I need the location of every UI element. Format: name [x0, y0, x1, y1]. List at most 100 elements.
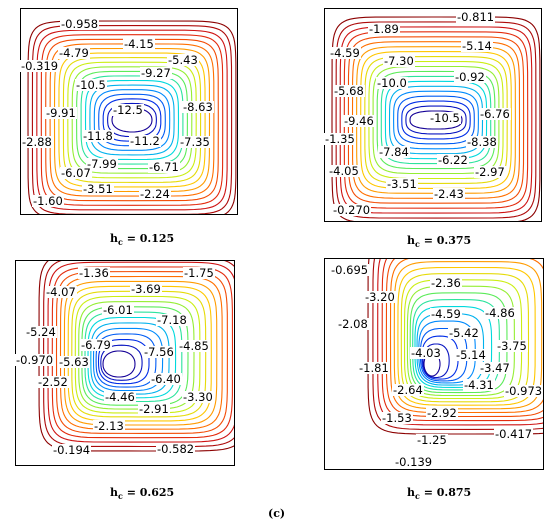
contour-label: -6.22	[437, 153, 469, 167]
contour-label: -4.46	[104, 390, 136, 404]
contour-label: -9.27	[140, 66, 172, 80]
contour-line	[38, 260, 235, 452]
contour-label: -8.38	[466, 135, 498, 149]
contour-label: -4.05	[328, 164, 360, 178]
contour-line	[31, 25, 233, 215]
contour-label: -0.194	[52, 443, 92, 457]
contour-line	[36, 29, 228, 211]
contour-label: -11.2	[129, 134, 161, 148]
contour-label: -4.07	[45, 285, 77, 299]
contour-label: -5.42	[448, 326, 480, 340]
contour-line	[372, 258, 544, 430]
contour-label: -1.89	[368, 22, 400, 36]
contour-label: -3.51	[82, 182, 114, 196]
contour-label: -0.270	[332, 203, 372, 217]
contour-label: -0.582	[156, 442, 196, 456]
figure-label: (c)	[268, 507, 286, 520]
contour-line	[100, 344, 143, 381]
contour-line	[71, 290, 207, 418]
contour-label: -5.24	[25, 325, 57, 339]
contour-label: -6.07	[60, 166, 92, 180]
contour-label: -0.973	[504, 384, 544, 398]
contour-label: -7.30	[383, 54, 415, 68]
contour-label: -0.319	[20, 59, 60, 73]
contour-label: -7.18	[156, 313, 188, 327]
contour-line	[385, 258, 544, 418]
contour-label: -1.25	[416, 433, 448, 447]
contour-line	[67, 285, 212, 422]
contour-label: -3.69	[130, 282, 162, 296]
contour-label: -5.63	[58, 355, 90, 369]
contour-label: -10.5	[75, 78, 107, 92]
contour-line	[393, 261, 543, 410]
contour-label: -9.91	[45, 106, 77, 120]
contour-line	[78, 301, 195, 410]
contour-label: -0.958	[60, 17, 100, 31]
plot-frame	[324, 258, 544, 470]
contour-panel-3: -1.36 -1.75 -4.07 -3.69 -6.01 -7.18 -5.24 -6.79…	[15, 260, 235, 466]
contour-label: -0.417	[494, 427, 534, 441]
contour-line	[53, 47, 211, 193]
contour-line	[92, 327, 164, 392]
contour-line	[40, 34, 224, 206]
plot-frame	[20, 8, 238, 215]
contour-line	[45, 38, 219, 202]
contour-line	[339, 26, 533, 214]
contour-line	[406, 285, 515, 397]
caption-panel-3: hc = 0.625	[110, 486, 175, 502]
contour-label: -0.139	[394, 455, 434, 469]
contour-label: -6.71	[148, 160, 180, 174]
caption-panel-2: hc = 0.375	[407, 234, 472, 250]
contour-panel-2: -0.811 -1.89 -4.59 -5.14 -7.30 -5.68 -10.0 -0.9…	[324, 8, 542, 222]
contour-line	[331, 16, 541, 222]
contour-label: -1.75	[183, 266, 215, 280]
contour-label: -7.35	[179, 135, 211, 149]
contour-line	[381, 258, 544, 422]
contour-line	[405, 105, 467, 135]
contour-label: -7.84	[378, 145, 410, 159]
plot-frame	[324, 8, 542, 222]
contour-line	[59, 275, 223, 430]
contour-label: -2.92	[426, 406, 458, 420]
contour-label: -5.14	[461, 39, 493, 53]
contour-line	[102, 350, 136, 378]
contour-line	[107, 102, 157, 138]
contour-label: -4.85	[178, 339, 210, 353]
contour-label: -2.43	[433, 187, 465, 201]
contour-label: -2.52	[37, 375, 69, 389]
contour-line	[335, 21, 537, 219]
caption-panel-4: hc = 0.875	[407, 486, 472, 502]
contour-label: -5.68	[333, 84, 365, 98]
contour-label: -6.40	[150, 372, 182, 386]
contour-label: -3.51	[386, 177, 418, 191]
contour-label: -6.76	[479, 107, 511, 121]
contour-line	[95, 333, 157, 388]
contour-label: -8.63	[182, 100, 214, 114]
contour-label: -3.20	[364, 290, 396, 304]
contour-line	[388, 85, 484, 155]
contour-label: -5.43	[167, 53, 199, 67]
contour-label: -2.13	[93, 419, 125, 433]
contour-label: -7.99	[86, 157, 118, 171]
contour-label: -2.64	[392, 383, 424, 397]
contour-line	[74, 295, 201, 414]
contour-label: -6.79	[80, 338, 112, 352]
contour-label: -2.97	[474, 165, 506, 179]
contour-line	[401, 100, 471, 140]
contour-label: -12.5	[112, 103, 144, 117]
contour-label: -4.03	[410, 346, 442, 360]
contour-line	[89, 84, 175, 156]
contour-line	[400, 273, 530, 403]
contour-label: -2.08	[337, 317, 369, 331]
contour-panel-1: -0.958 -4.15 -4.79 -5.43 -0.319 -9.27 -10.5 -12…	[20, 8, 238, 215]
caption-panel-1: hc = 0.125	[110, 232, 175, 248]
contour-label: -4.59	[329, 46, 361, 60]
contour-panel-4: -0.695 -2.36 -3.20 -4.59 -4.86 -2.08 -5.42 -3.7…	[324, 258, 544, 470]
contour-label: -1.81	[358, 361, 390, 375]
contour-line	[422, 343, 450, 379]
contour-line	[397, 266, 536, 406]
contour-label: -4.15	[123, 37, 155, 51]
contour-line	[389, 258, 544, 414]
contour-label: -2.88	[21, 135, 53, 149]
contour-label: -0.811	[456, 10, 496, 24]
